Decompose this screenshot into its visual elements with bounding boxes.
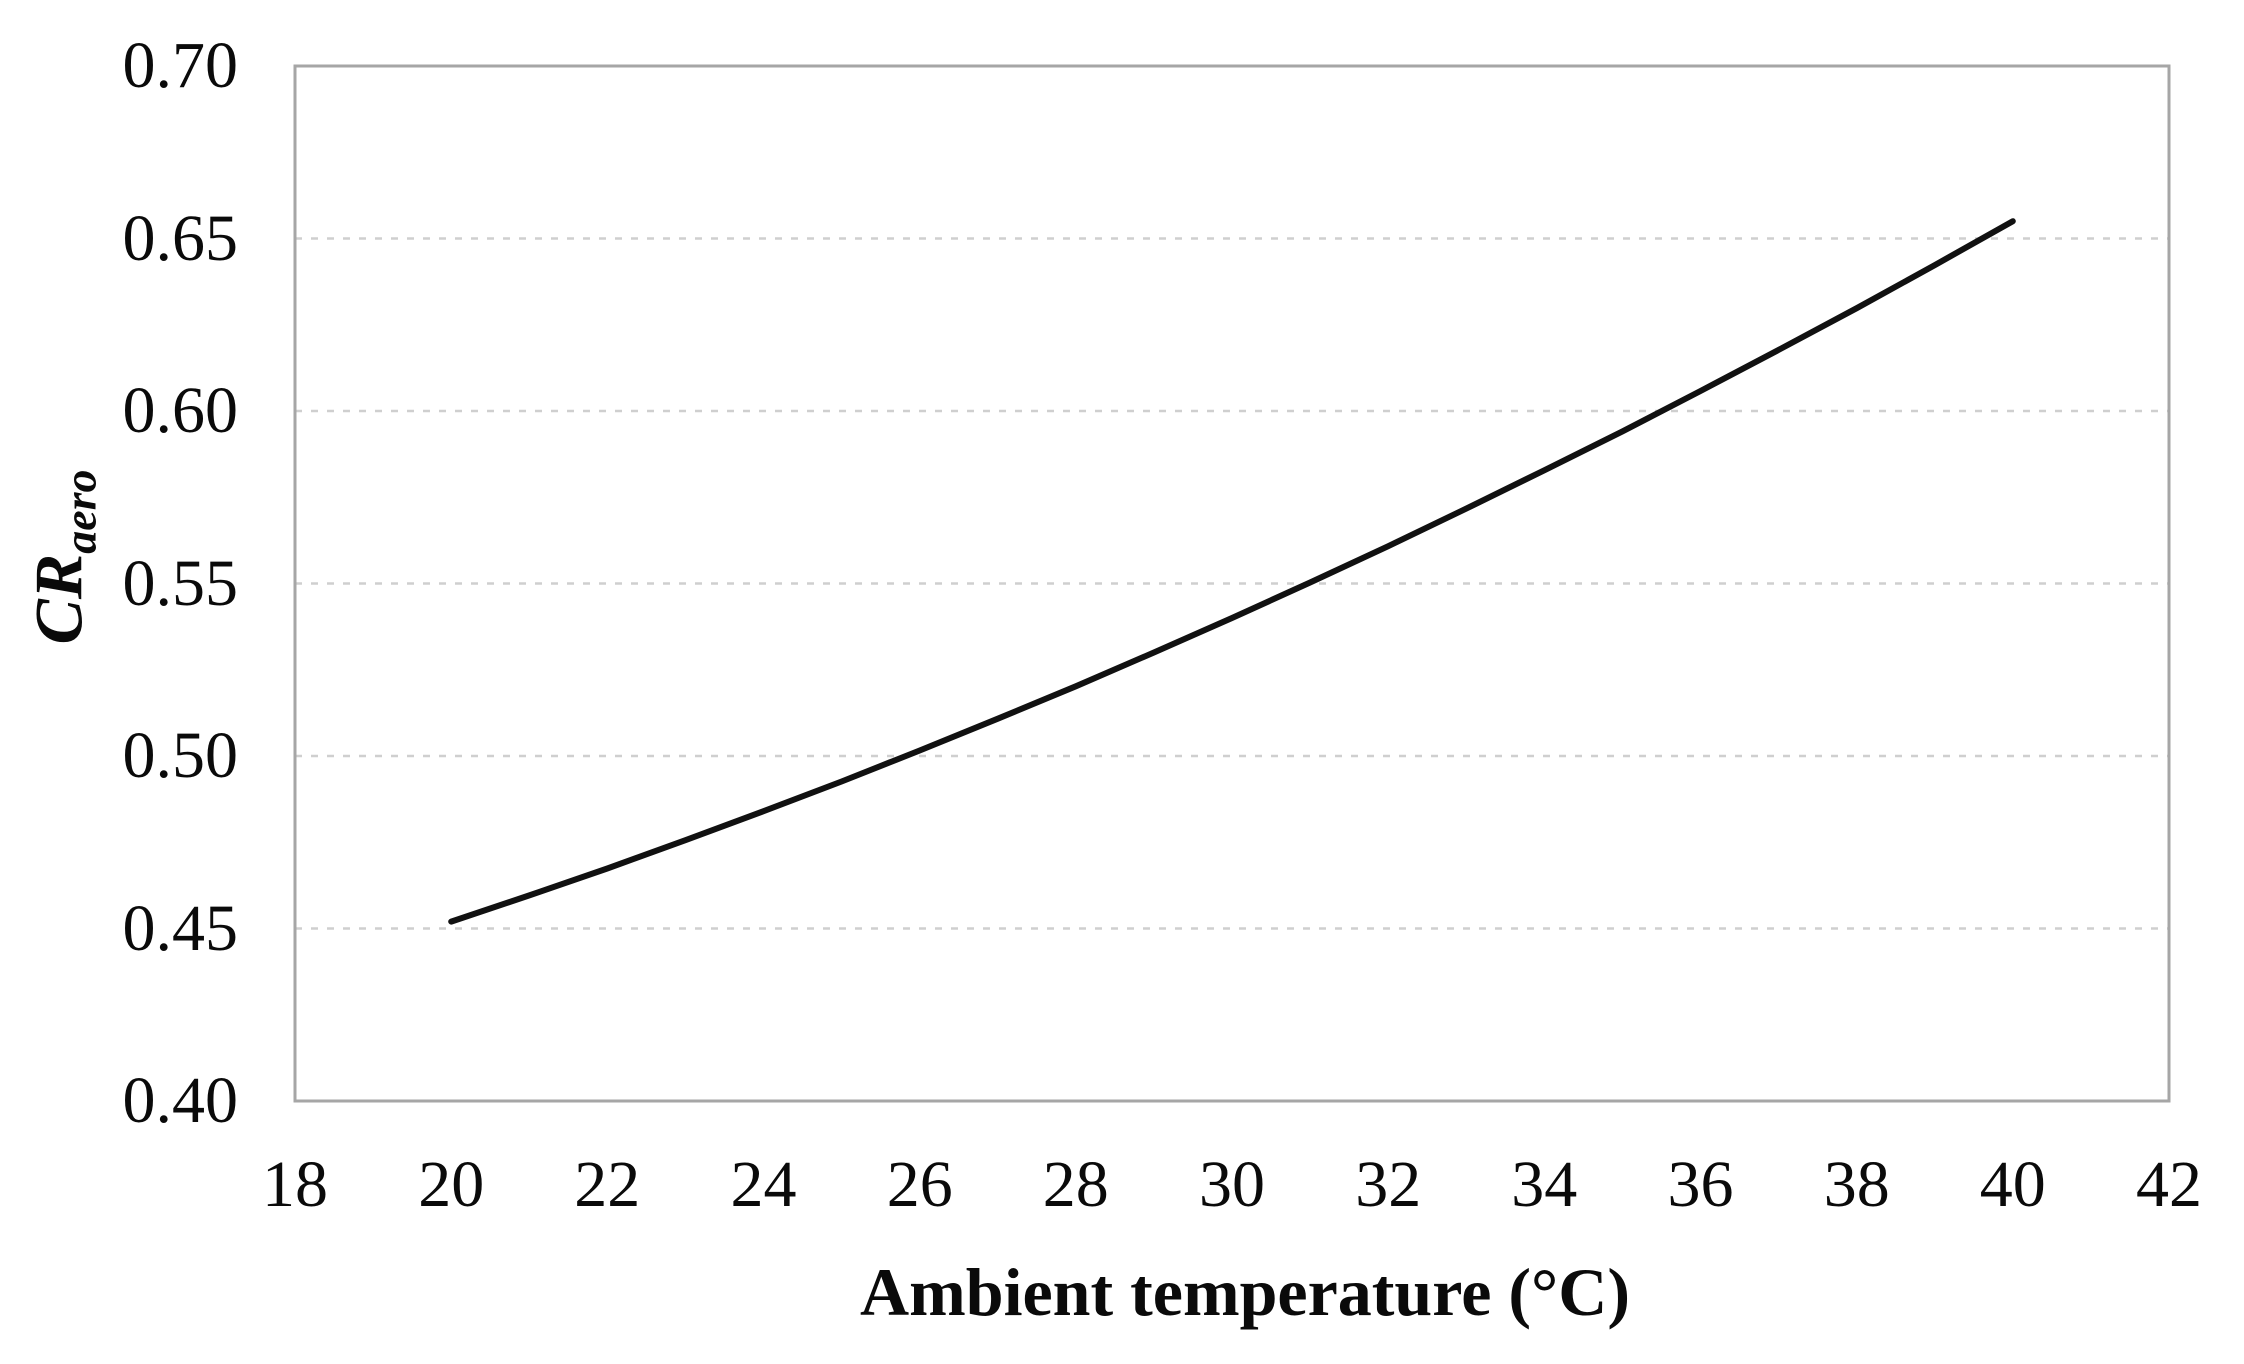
x-tick-label: 22 (574, 1148, 641, 1221)
x-tick-label: 42 (2136, 1148, 2202, 1221)
x-tick-label: 36 (1667, 1148, 1734, 1221)
y-axis-title-base: CR (20, 553, 97, 645)
y-tick-label: 0.60 (122, 374, 239, 447)
plot-border (293, 64, 2171, 1103)
x-tick-label: 40 (1979, 1148, 2046, 1221)
y-tick-label: 0.65 (122, 201, 239, 275)
x-axis-title: Ambient temperature (°C) (860, 1254, 1630, 1330)
x-tick-label: 18 (262, 1148, 328, 1221)
y-tick-label: 0.55 (122, 546, 239, 620)
y-tick-label: 0.50 (122, 719, 239, 792)
x-tick-label: 32 (1355, 1148, 1422, 1221)
x-tick-label: 28 (1042, 1148, 1109, 1221)
x-tick-label: 34 (1511, 1148, 1578, 1221)
series-line (448, 218, 2016, 925)
y-tick-label: 0.70 (122, 29, 239, 102)
y-tick-label: 0.45 (122, 891, 239, 965)
x-tick-label: 30 (1199, 1148, 1265, 1221)
y-axis-title: CRaero (21, 469, 106, 644)
x-tick-label: 38 (1823, 1148, 1890, 1221)
y-tick-label: 0.40 (122, 1064, 239, 1137)
y-axis-title-subscript: aero (54, 469, 106, 554)
x-tick-label: 20 (418, 1148, 485, 1221)
x-tick-label: 24 (730, 1148, 797, 1221)
x-tick-label: 26 (886, 1148, 953, 1221)
